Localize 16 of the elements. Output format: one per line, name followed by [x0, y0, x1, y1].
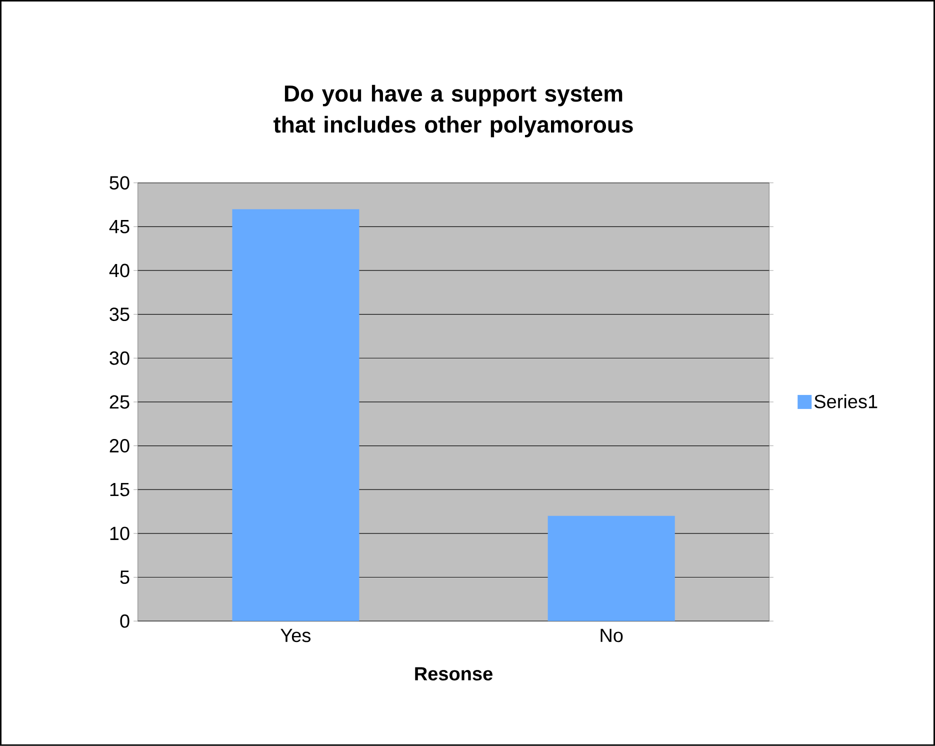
y-tick-label: 35 — [110, 308, 130, 322]
x-tick-label: Yes — [280, 628, 310, 642]
y-tick-label: 20 — [110, 439, 130, 453]
chart-title: Do you have a support system that includes other polyamorous — [274, 84, 633, 138]
x-tick-label: No — [600, 628, 623, 642]
legend-label: Series1 — [814, 394, 878, 408]
y-tick-label: 45 — [109, 220, 130, 234]
y-tick-label: 10 — [110, 526, 130, 540]
y-tick-label: 50 — [110, 176, 130, 190]
y-tick-label: 30 — [110, 351, 130, 365]
y-tick-label: 15 — [110, 483, 130, 496]
y-tick-label: 40 — [109, 264, 130, 278]
x-axis-title: Resonse — [415, 667, 492, 681]
y-tick-label: 25 — [110, 395, 130, 409]
y-tick-label: 0 — [120, 614, 130, 628]
y-tick-label: 5 — [120, 570, 130, 584]
